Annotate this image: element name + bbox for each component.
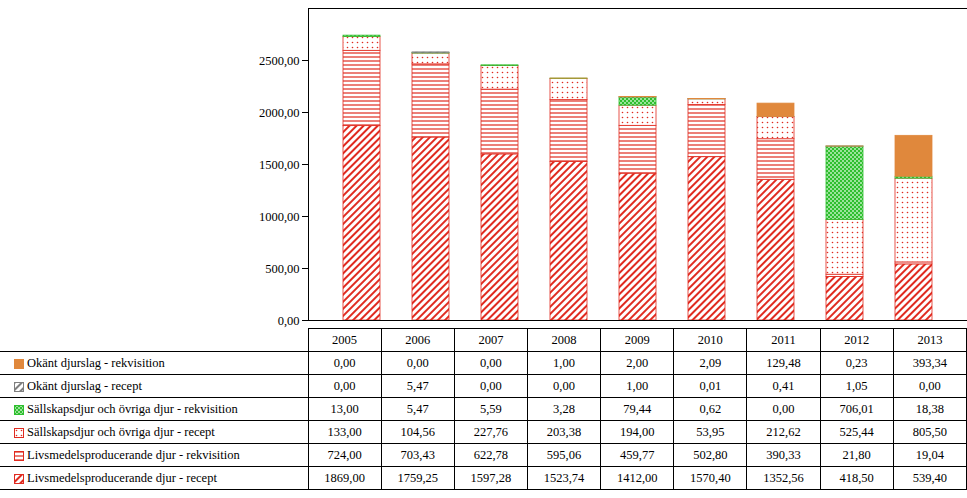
html-text:53,95: 53,95 [696,424,725,439]
html-text:133,00: 133,00 [327,424,362,439]
html-text:1523,74: 1523,74 [543,470,585,485]
html-text:5,59: 5,59 [480,401,502,416]
html-text:194,00: 194,00 [620,424,655,439]
html-text:1759,25: 1759,25 [397,470,438,485]
html-text:2011: 2011 [771,332,796,347]
svg-text:1500,00: 1500,00 [259,158,300,172]
html-text:2005: 2005 [332,332,358,347]
html-text:Livsmedelsproducerande djur -: Livsmedelsproducerande djur - rekvisitio… [27,447,240,462]
html-text:5,47: 5,47 [406,378,429,393]
html-text:2008: 2008 [551,332,577,347]
html-text:1352,56: 1352,56 [763,470,804,485]
html-text:3,28: 3,28 [553,401,575,416]
html-text:0,00: 0,00 [333,355,356,370]
html-text:703,43: 703,43 [400,447,435,462]
html-text:227,76: 227,76 [473,424,509,439]
html-text:1597,28: 1597,28 [470,470,512,485]
html-text:706,01: 706,01 [839,401,874,416]
svg-text:500,00: 500,00 [265,262,299,276]
html-text:Sällskapsdjur och övriga djur: Sällskapsdjur och övriga djur - recept [27,424,215,439]
html-text:459,77: 459,77 [620,447,655,462]
svg-text:2500,00: 2500,00 [259,54,300,68]
html-text:390,33: 390,33 [766,447,801,462]
html-text:13,00: 13,00 [330,401,359,416]
html-text:2012: 2012 [844,332,870,347]
html-text:79,44: 79,44 [623,401,652,416]
html-text:0,00: 0,00 [406,355,429,370]
html-text:805,50: 805,50 [912,424,948,439]
html-text:1,05: 1,05 [845,378,868,393]
html-text:Okänt djurslag - recept: Okänt djurslag - recept [27,378,142,393]
html-text:1,00: 1,00 [553,355,575,370]
html-text:1412,00: 1412,00 [616,470,658,485]
html-text:203,38: 203,38 [546,424,582,439]
html-text:539,40: 539,40 [912,470,948,485]
svg-text:2000,00: 2000,00 [259,106,300,120]
html-text:0,00: 0,00 [333,378,356,393]
html-text:1,00: 1,00 [626,378,649,393]
html-text:0,00: 0,00 [772,401,795,416]
html-text:2,00: 2,00 [626,355,649,370]
html-text:Sällskapsdjur och övriga djur: Sällskapsdjur och övriga djur - rekvisit… [27,401,238,416]
html-text:212,62: 212,62 [766,424,801,439]
html-text:0,01: 0,01 [699,378,722,393]
html-text:129,48: 129,48 [766,355,801,370]
svg-text:1000,00: 1000,00 [259,210,300,224]
html-text:0,41: 0,41 [772,378,795,393]
html-text:0,00: 0,00 [553,378,575,393]
html-text:2013: 2013 [917,332,943,347]
html-text:0,62: 0,62 [699,401,722,416]
html-text:1570,40: 1570,40 [690,470,731,485]
html-text:Okänt djurslag - rekvisition: Okänt djurslag - rekvisition [27,355,165,370]
html-text:1869,00: 1869,00 [324,470,365,485]
html-text:622,78: 622,78 [473,447,509,462]
html-text:2010: 2010 [697,332,723,347]
html-text:525,44: 525,44 [839,424,874,439]
svg-text:0,00: 0,00 [278,314,300,328]
html-text:0,00: 0,00 [480,378,502,393]
html-text:Livsmedelsproducerande djur -: Livsmedelsproducerande djur - recept [27,470,217,485]
html-text:2007: 2007 [478,332,504,347]
html-text:21,80: 21,80 [842,447,871,462]
html-text:724,00: 724,00 [327,447,362,462]
html-text:502,80: 502,80 [693,447,728,462]
html-text:104,56: 104,56 [400,424,435,439]
html-text:2009: 2009 [624,332,650,347]
html-text:595,06: 595,06 [546,447,582,462]
html-text:0,23: 0,23 [845,355,868,370]
html-text:2006: 2006 [405,332,431,347]
html-text:18,38: 18,38 [915,401,944,416]
html-text:0,00: 0,00 [918,378,941,393]
html-text:5,47: 5,47 [406,401,429,416]
html-text:2,09: 2,09 [699,355,722,370]
html-text:0,00: 0,00 [480,355,502,370]
html-text:418,50: 418,50 [839,470,874,485]
html-text:19,04: 19,04 [915,447,944,462]
html-text:393,34: 393,34 [912,355,948,370]
